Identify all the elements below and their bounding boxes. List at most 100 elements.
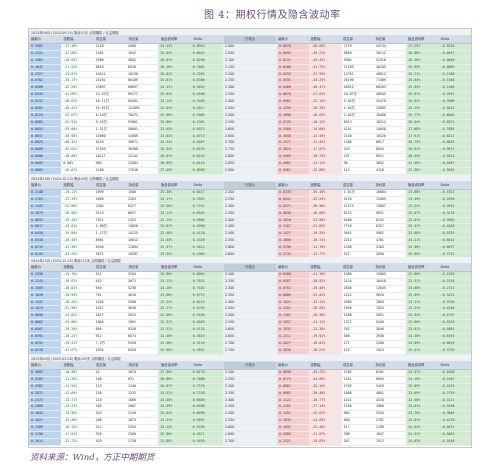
table-cell: -0.6012 — [438, 238, 471, 245]
table-cell: 2215 — [343, 238, 352, 243]
table-cell: -19.83% — [309, 438, 342, 445]
table-cell: 761 — [95, 292, 102, 297]
table-cell: 23.14% — [158, 99, 191, 106]
table-cell: 0.2296 — [276, 245, 310, 252]
table-cell: 271 — [343, 340, 350, 345]
table-cell: 27.08% — [406, 126, 439, 133]
table-cell: -0.2423 — [438, 383, 471, 390]
column-header-strike: 行权价 — [224, 182, 276, 189]
table-cell: 24.26% — [158, 285, 191, 292]
table-cell: 0.6713 — [190, 292, 223, 299]
table-cell: 7179 — [343, 44, 352, 48]
table-cell: 25.34% — [158, 147, 191, 154]
table-cell: -55.00% — [63, 126, 78, 131]
table-cell: 0.1690 — [276, 112, 310, 119]
table-cell: 9216 — [95, 140, 104, 145]
table-cell: 23.22% — [158, 299, 191, 306]
table-cell: 0.2372 — [29, 397, 62, 404]
table-cell: -27.01% — [309, 92, 342, 99]
table-cell: 13658 — [127, 224, 138, 229]
table-cell: -19.11% — [63, 190, 78, 194]
table-cell: -40.00% — [63, 154, 78, 159]
table-cell: 0.7852 — [190, 196, 223, 203]
table-cell: 0.5642 — [190, 85, 223, 92]
table-cell: 10138 — [127, 71, 138, 76]
table-cell: 0.7182 — [190, 285, 223, 292]
table-cell: 0.4459 — [190, 438, 223, 445]
table-cell: 0.1201 — [276, 306, 310, 313]
table-cell: 0.1014 — [29, 438, 62, 445]
table-cell: 267 — [343, 438, 350, 443]
table-cell: -16.67% — [63, 168, 78, 173]
table-cell: 23.82% — [158, 133, 191, 140]
table-cell: -0.4671 — [438, 425, 471, 432]
table-cell: 25.77% — [406, 112, 439, 119]
table-cell: 70471 — [127, 112, 138, 117]
table-cell: -0.3121 — [438, 397, 471, 404]
table-cell: -0.5324 — [438, 320, 471, 327]
table-cell: 0.0081 — [29, 119, 62, 126]
table-cell: -34.88% — [63, 231, 78, 236]
table-cell: 0.0193 — [190, 147, 223, 154]
table-cell: -0.9071 — [438, 147, 471, 154]
table-cell: 30.44% — [406, 154, 439, 161]
table-cell: 174 — [343, 347, 350, 352]
table-cell: 16.11万 — [95, 99, 109, 104]
table-row: 0.0081 -52.91% 3.45万 91801 23.08% 0.1381 2.550… — [29, 119, 471, 127]
table-row: 0.0005 0.00% 905 24384 26.95% 0.0118 2.850 0.49… — [29, 161, 471, 169]
table-cell: -0.3730 — [438, 299, 471, 306]
table-cell: -12.77% — [309, 252, 342, 258]
table-row: 0.1620 -18.94% 761 4618 23.68% 0.6713 2.350 0.0… — [29, 292, 471, 300]
table-cell: 2128 — [95, 44, 104, 48]
column-header: Delta — [193, 265, 203, 269]
table-cell: -0.1588 — [438, 78, 471, 85]
table-cell: 0.0468 — [276, 85, 310, 92]
table-cell: 0.5703 — [190, 306, 223, 313]
table-cell: -35.45% — [309, 190, 342, 196]
table-cell: 0.4508 — [190, 92, 223, 99]
table-row: 0.0391 -28.22% 912 6074 22.46% 0.3615 2.650 0.2… — [29, 334, 471, 341]
table-cell: 0.0339 — [276, 190, 310, 196]
table-cell: 27.91% — [406, 133, 439, 140]
table-cell: -0.8635 — [438, 140, 471, 147]
table-cell: 2.050 — [222, 50, 277, 57]
table-cell: -49.21% — [309, 50, 342, 57]
column-header: 持仓量 — [128, 363, 139, 367]
table-cell: -22.14% — [309, 99, 342, 106]
table-cell: 2.400 — [222, 299, 277, 306]
table-cell: 11894 — [127, 245, 138, 250]
table-cell: 0.1381 — [190, 119, 223, 126]
column-header: 持仓量 — [128, 37, 139, 41]
table-cell: 0.2681 — [29, 44, 62, 50]
table-cell: 22.48% — [158, 231, 191, 238]
table-cell: 0.2590 — [29, 272, 62, 278]
column-header: Delta — [193, 363, 203, 367]
table-cell: 0.1932 — [276, 327, 310, 334]
table-cell: -25.61% — [309, 411, 342, 418]
table-cell: 0.0186 — [276, 64, 310, 71]
table-cell: 2.500 — [222, 313, 277, 320]
table-cell: 0.0838 — [276, 210, 310, 217]
table-cell: 158 — [95, 390, 102, 395]
table-cell: 2.200 — [222, 272, 277, 278]
table-cell: 2.350 — [222, 92, 277, 99]
table-cell: 0.8943 — [190, 44, 223, 50]
table-row: 0.2244 -16.83% 442 3071 25.12% 0.7631 2.250 0.0… — [29, 278, 471, 286]
table-cell: 23.11% — [158, 210, 191, 217]
table-row: 0.2981 -11.94% 113 1346 26.07% 0.7570 2.300 0.0… — [29, 383, 471, 391]
table-section: 2025年03月 (2025-03-26) 剩余203天 认购期权 / 认沽期权… — [29, 355, 471, 446]
table-cell: 429 — [95, 438, 102, 443]
table-cell: -38.92% — [309, 278, 342, 285]
table-row: 0.0237 -46.61% 16.11万 84581 23.14% 0.3489 2.40… — [29, 99, 471, 107]
table-cell: 26.01% — [158, 154, 191, 161]
table-cell: 0.7261 — [190, 71, 223, 78]
table-row: 0.1190 -17.01% 376 2506 22.96% 0.4871 2.650 0.2… — [29, 432, 471, 439]
table-cell: 2.450 — [222, 106, 277, 112]
table-cell: -0.5448 — [438, 438, 471, 445]
table-row: 0.2590 -15.76% 511 3294 25.96% 0.8064 2.200 0.0… — [29, 272, 471, 279]
table-cell: 12045 — [375, 285, 386, 290]
table-row: 0.0782 -35.17% 25261 60189 25.01% 0.6300 2.250… — [29, 78, 471, 86]
table-cell: 0.1963 — [190, 252, 223, 258]
column-header: 隐含波动率 — [161, 265, 178, 269]
table-cell: -43.53% — [63, 252, 78, 257]
